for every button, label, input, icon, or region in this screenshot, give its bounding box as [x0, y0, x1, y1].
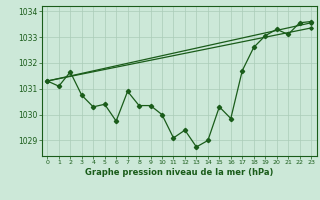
X-axis label: Graphe pression niveau de la mer (hPa): Graphe pression niveau de la mer (hPa) [85, 168, 273, 177]
